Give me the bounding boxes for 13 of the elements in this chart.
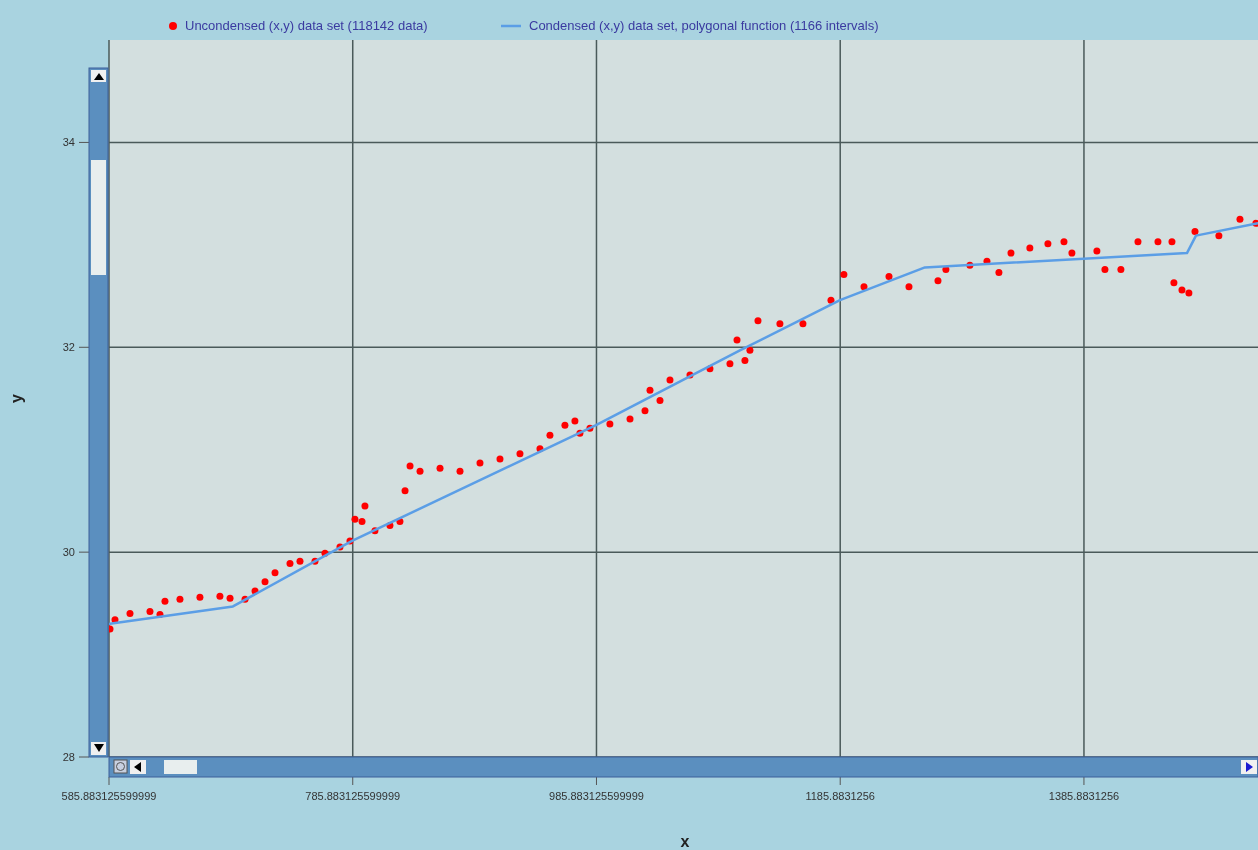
y-tick-label: 28 [62, 751, 75, 763]
y-tick-label: 32 [62, 341, 75, 354]
x-tick-label: 785.883125599999 [305, 790, 401, 802]
x-tick-label: 1385.8831256 [1048, 790, 1120, 802]
y-axis-title: y [8, 393, 25, 403]
y-tick-label: 34 [62, 136, 75, 149]
x-tick-label: 1185.8831256 [805, 790, 875, 802]
x-tick-label: 985.883125599999 [549, 790, 644, 802]
y-tick-label: 30 [62, 546, 75, 559]
legend-label: Condensed (x,y) data set, polygonal function (1166 intervals) [529, 18, 879, 33]
x-tick-label: 585.883125599999 [61, 790, 157, 802]
legend-label: Uncondensed (x,y) data set (118142 data) [185, 18, 428, 33]
x-axis-title: x [680, 833, 690, 850]
